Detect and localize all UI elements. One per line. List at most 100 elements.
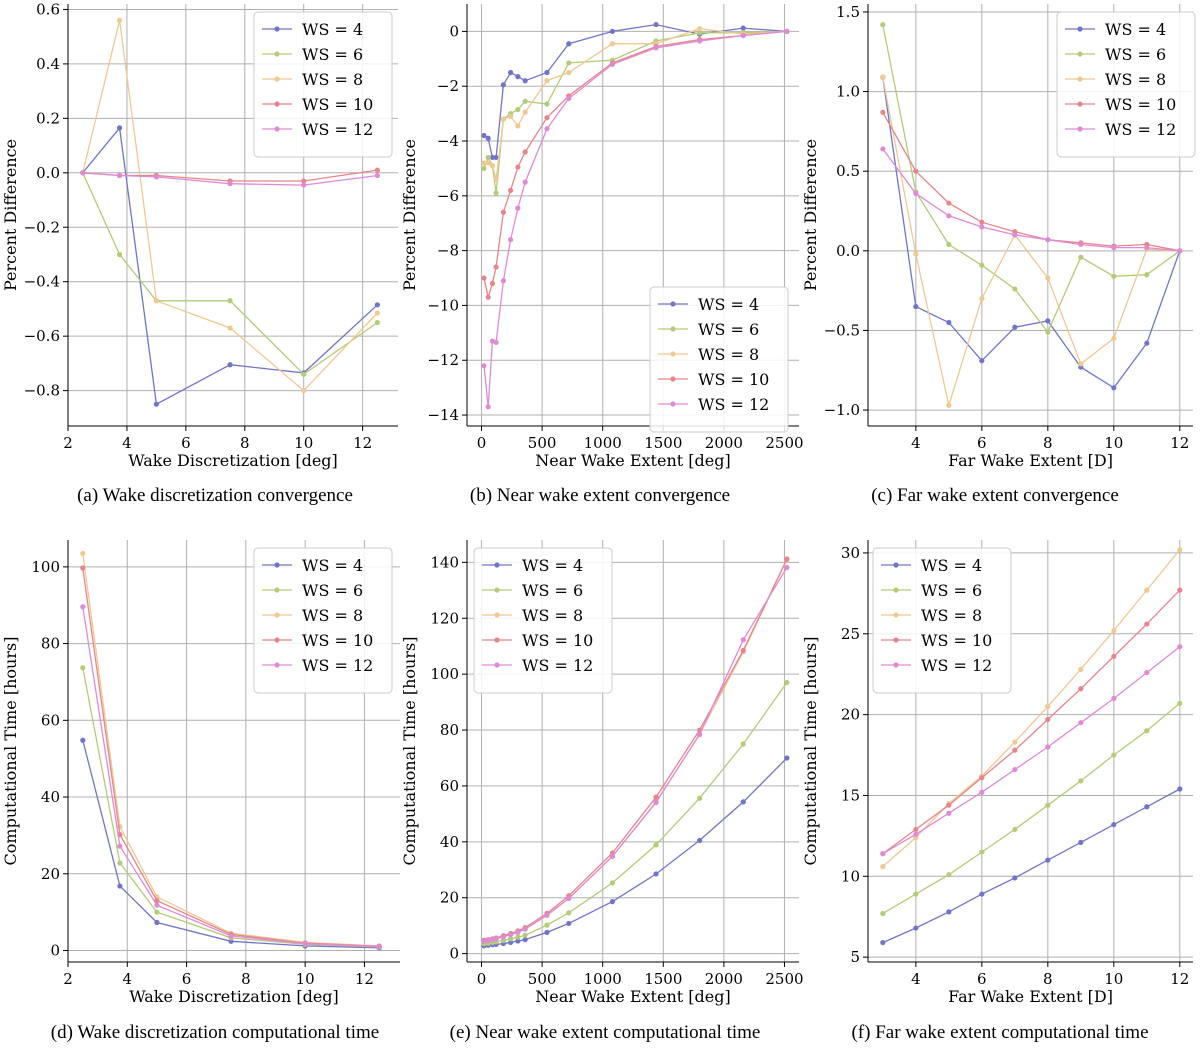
data-point	[154, 909, 160, 915]
data-point	[544, 126, 550, 132]
data-point	[880, 939, 886, 946]
data-point	[227, 181, 233, 187]
legend-label: WS = 8	[522, 606, 583, 625]
x-tick-label: 2	[63, 970, 73, 988]
legend-box	[649, 286, 789, 433]
legend-label: WS = 6	[921, 581, 982, 600]
legend-box	[253, 547, 393, 694]
data-point	[609, 61, 616, 67]
x-tick-label: 1000	[584, 970, 622, 988]
data-point	[485, 154, 491, 161]
y-axis-label: Computational Time [hours]	[400, 637, 419, 866]
caption-b: (b) Near wake extent convergence	[469, 485, 731, 506]
series-line	[484, 28, 787, 180]
data-point	[301, 388, 307, 394]
x-tick-label: 6	[977, 434, 987, 452]
data-point	[566, 910, 572, 916]
data-point	[1045, 857, 1051, 863]
legend-marker	[893, 587, 899, 593]
x-tick-label: 4	[911, 970, 921, 988]
legend-label: WS = 10	[1105, 95, 1176, 114]
data-point	[740, 637, 746, 643]
legend-marker	[274, 76, 280, 82]
data-point	[1144, 272, 1150, 278]
data-point	[1177, 248, 1183, 254]
data-point	[979, 849, 985, 855]
series-line	[82, 740, 380, 949]
data-point	[515, 106, 521, 113]
data-point	[515, 929, 521, 935]
series-line	[882, 77, 1180, 408]
data-point	[508, 69, 514, 76]
data-point	[493, 936, 499, 942]
data-point	[979, 789, 985, 795]
data-point	[913, 190, 919, 197]
y-tick-label: 1.5	[836, 3, 860, 21]
data-point	[302, 940, 308, 947]
x-tick-label: 2000	[705, 434, 743, 452]
x-tick-label: 10	[1104, 970, 1123, 988]
series-line	[882, 24, 1181, 334]
data-point	[481, 132, 487, 139]
x-tick-label: 6	[182, 970, 192, 988]
data-point	[946, 200, 952, 206]
legend-marker	[670, 401, 676, 407]
data-point	[154, 919, 160, 926]
x-tick-label: 2000	[705, 970, 743, 988]
data-point	[493, 154, 499, 161]
series-line	[882, 589, 1181, 855]
data-point	[566, 95, 572, 102]
y-tick-label: −14	[427, 406, 459, 424]
data-point	[1111, 273, 1117, 279]
x-tick-label: 4	[123, 970, 133, 988]
data-point	[880, 74, 886, 80]
y-tick-label: 0.0	[36, 164, 60, 182]
y-tick-label: 40	[440, 833, 459, 851]
series-line	[483, 30, 787, 300]
data-point	[500, 278, 506, 284]
data-point	[913, 168, 919, 174]
data-point	[493, 339, 499, 346]
caption-e: (e) Near wake extent computational time	[449, 1022, 761, 1043]
data-point	[80, 737, 86, 743]
data-point	[913, 251, 919, 257]
data-point	[80, 170, 86, 176]
y-tick-label: 80	[41, 635, 60, 653]
series-line	[882, 111, 1180, 252]
x-tick-label: 2500	[765, 970, 803, 988]
data-point	[1111, 335, 1117, 342]
y-tick-label: −0.8	[24, 382, 60, 400]
data-point	[80, 665, 86, 671]
y-tick-label: 0	[449, 945, 459, 963]
data-point	[784, 755, 790, 761]
data-point	[544, 912, 550, 918]
data-point	[515, 205, 521, 211]
caption-a: (a) Wake discretization convergence	[77, 485, 353, 506]
data-point	[740, 32, 746, 39]
data-point	[485, 294, 491, 300]
data-point	[566, 895, 572, 901]
data-point	[500, 82, 506, 88]
data-point	[946, 402, 952, 408]
data-point	[784, 556, 790, 562]
data-point	[153, 174, 159, 180]
legend-label: WS = 6	[698, 320, 759, 339]
y-tick-label: 1.0	[836, 83, 860, 101]
data-point	[489, 154, 496, 161]
legend-label: WS = 4	[302, 20, 363, 39]
data-point	[522, 937, 528, 943]
x-tick-label: 12	[1170, 434, 1189, 452]
series-line	[483, 682, 788, 945]
x-tick-label: 1500	[644, 434, 682, 452]
y-tick-label: −2	[437, 77, 459, 95]
data-point	[1111, 653, 1117, 660]
data-point	[653, 871, 659, 877]
caption-d: (d) Wake discretization computational ti…	[50, 1022, 380, 1043]
data-point	[481, 275, 487, 281]
data-point	[1078, 666, 1084, 672]
data-point	[740, 647, 746, 653]
x-axis-label: Near Wake Extent [deg]	[535, 451, 730, 470]
y-tick-label: 20	[440, 889, 459, 907]
data-point	[946, 213, 952, 219]
legend-marker	[494, 587, 500, 593]
